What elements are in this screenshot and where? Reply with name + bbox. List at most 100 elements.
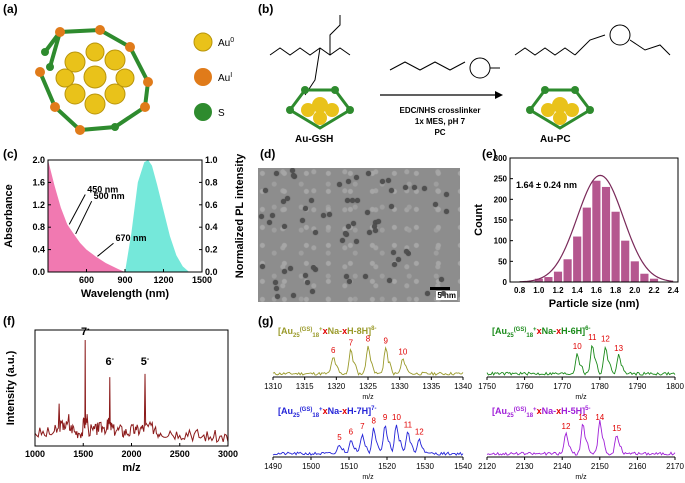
y-left-axis-label: Absorbance <box>3 184 15 248</box>
nanoparticle-dot <box>313 267 319 273</box>
peak-number-label: 6 <box>331 346 336 355</box>
nanoparticle-dot <box>444 192 450 198</box>
au0-atoms <box>55 42 135 115</box>
s-atoms <box>41 48 119 131</box>
x-tick-label: 1200 <box>153 275 173 285</box>
gsh-structure <box>269 15 351 96</box>
x-tick-label: 900 <box>117 275 132 285</box>
plot-frame <box>34 329 229 447</box>
nanoparticle-dot <box>355 197 361 203</box>
histogram-bar <box>611 211 620 282</box>
histogram-bar <box>573 236 582 282</box>
nanoparticle-dot <box>351 220 357 226</box>
title-part: Na- <box>328 326 343 336</box>
nanoparticle-dot <box>287 266 293 272</box>
y-left-tick-label: 1.2 <box>32 200 45 210</box>
title-part: H-8H] <box>347 326 371 336</box>
condition-2: 1x MES, pH 7 <box>415 117 466 126</box>
histogram-bar <box>649 278 659 282</box>
peak-number-label: 6 <box>349 428 354 437</box>
x-tick-label: 1.8 <box>610 286 622 295</box>
nanoparticle-dot <box>367 229 373 235</box>
panel-label-g: (g) <box>258 314 274 328</box>
x-axis-label: Particle size (nm) <box>549 298 640 310</box>
x-tick-label: 1340 <box>454 382 472 391</box>
peak-number-label: 12 <box>601 335 610 344</box>
x-tick-label: 1760 <box>516 382 534 391</box>
x-tick-label: 1540 <box>454 462 472 471</box>
nanoparticle-dot <box>270 213 276 219</box>
nanoparticle-dot <box>326 212 332 218</box>
y-tick-label: 100 <box>494 237 508 246</box>
title-part: 18 <box>312 333 319 339</box>
title-part: Na- <box>542 406 557 416</box>
title-part: x <box>323 406 328 416</box>
nanoparticle-dot <box>259 264 265 270</box>
x-tick-label: 1490 <box>264 462 282 471</box>
x-tick-label: 2.2 <box>648 286 660 295</box>
nanoparticle-dot <box>403 249 409 255</box>
reaction-scheme: Au-GSH EDC/NHS crosslinker 1x MES, pH 7 … <box>269 15 671 145</box>
x-tick-label: 1500 <box>73 449 93 459</box>
arrowhead <box>495 91 503 99</box>
nanoparticle-dot <box>304 280 310 286</box>
nanoparticle-dot <box>282 268 288 274</box>
x-tick-label: 1335 <box>422 382 440 391</box>
peak-number-label: 13 <box>614 344 623 353</box>
x-tick-label: 1750 <box>478 382 496 391</box>
nanoparticle-dot <box>386 177 392 183</box>
y-right-tick-label: 0.0 <box>205 267 218 277</box>
peak-label-charge: - <box>112 356 115 363</box>
nanoparticle-dot <box>284 196 290 202</box>
legend-au1-icon <box>194 68 212 86</box>
histogram-bar <box>601 186 611 282</box>
x-tick-label: 600 <box>79 275 94 285</box>
nanoparticle-dot <box>345 179 351 185</box>
peak-number-label: 8 <box>366 335 371 344</box>
peak-number-label: 5 <box>337 433 342 442</box>
nanoparticle-dot <box>273 279 279 285</box>
peak-number-label: 10 <box>398 348 407 357</box>
nanoparticle-dot <box>302 273 308 279</box>
peak-number-label: 13 <box>578 413 587 422</box>
x-tick-label: 1.2 <box>552 286 564 295</box>
title-part: 25 <box>293 413 300 419</box>
spectrum-title: [Au25(GS)18+xNa-xH-5H]5- <box>492 406 590 419</box>
nanoparticle-dot <box>290 172 296 178</box>
nanoparticle-dot <box>290 168 296 174</box>
title-part: 6- <box>585 326 590 332</box>
nanoparticle-dot <box>262 187 268 193</box>
title-part: H-5H] <box>561 406 585 416</box>
fit-annotation: 1.64 ± 0.24 nm <box>516 180 577 190</box>
x-axis-label: m/z <box>362 394 374 401</box>
title-part: (GS) <box>300 327 313 333</box>
title-part: 8- <box>371 326 376 332</box>
peak-label-charge: - <box>147 356 150 363</box>
x-axis-label: m/z <box>575 394 587 401</box>
pc-reagent-structure <box>389 57 500 79</box>
nanoparticle-dot <box>349 197 355 203</box>
y-left-tick-label: 1.6 <box>32 177 45 187</box>
title-part: H-6H] <box>561 326 585 336</box>
peak-number-label: 9 <box>384 337 389 346</box>
title-part: x <box>556 326 561 336</box>
x-tick-label: 1000 <box>25 449 45 459</box>
y-right-axis-label: Normalized PL intensity <box>234 153 246 278</box>
x-tick-label: 2130 <box>516 462 534 471</box>
y-right-tick-label: 0.2 <box>205 245 218 255</box>
title-part: Na- <box>542 326 557 336</box>
nanoparticle-dot <box>321 213 327 219</box>
x-tick-label: 2170 <box>666 462 684 471</box>
nanoparticle-dot <box>389 203 394 209</box>
nanoparticle-dot <box>336 181 342 187</box>
spectrum-line <box>272 424 464 456</box>
peak-label: 5- <box>141 356 150 368</box>
nanoparticle-dot <box>281 224 287 230</box>
y-left-tick-label: 2.0 <box>32 155 45 165</box>
x-tick-label: 2140 <box>553 462 571 471</box>
annotation-label: 450 nm <box>87 184 118 194</box>
panel-label-c: (c) <box>3 147 18 161</box>
nanoparticle-dot <box>291 293 297 299</box>
nanoparticle-dot <box>353 239 359 245</box>
nanoparticle-dot <box>343 230 349 236</box>
